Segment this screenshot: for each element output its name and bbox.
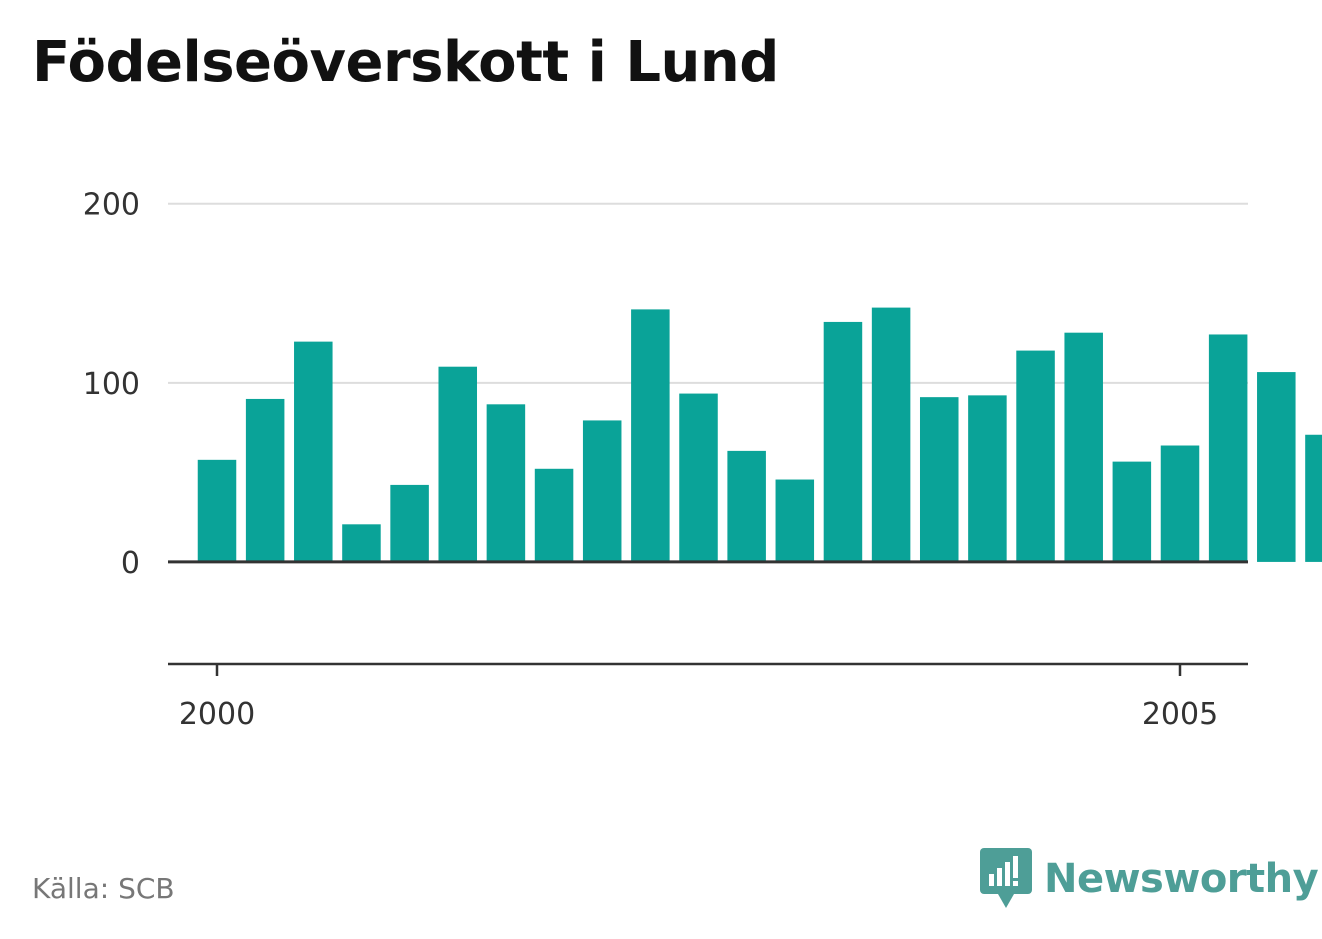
bar [294, 341, 333, 562]
x-tick-label: 2000 [179, 697, 255, 732]
bar [245, 398, 285, 562]
bar [775, 479, 815, 562]
axes [168, 560, 1248, 676]
bar [342, 524, 381, 562]
bar [1208, 334, 1248, 562]
bar [871, 307, 911, 562]
y-tick-labels: 0 100 200 [83, 188, 140, 581]
bar [1160, 445, 1200, 562]
brand-name: Newsworthy [1044, 856, 1319, 902]
bar [1305, 434, 1322, 562]
bar [727, 450, 766, 562]
bar [390, 484, 429, 562]
bar [919, 397, 959, 562]
bar [1112, 461, 1152, 562]
y-tick-label: 200 [83, 188, 140, 223]
bar [438, 366, 478, 562]
bar [823, 321, 863, 562]
bar [631, 309, 670, 562]
bar [1257, 372, 1296, 562]
bar [1016, 350, 1055, 562]
bar [679, 393, 718, 562]
y-tick-label: 0 [121, 546, 140, 581]
chart-title: Födelseöverskott i Lund [32, 30, 779, 95]
bar [486, 404, 526, 562]
brand-logo: Newsworthy [980, 848, 1319, 910]
bars [197, 307, 1322, 562]
newsworthy-logo-icon [980, 848, 1032, 908]
bar [968, 395, 1007, 562]
bar [534, 468, 574, 562]
y-tick-label: 100 [83, 367, 140, 402]
bar [582, 420, 622, 562]
source-note: Källa: SCB [32, 872, 175, 905]
bar [197, 459, 237, 562]
bar [1064, 332, 1103, 562]
x-tick-labels: 200020052010201520202025 [179, 697, 1218, 732]
x-tick-label: 2005 [1142, 697, 1218, 732]
